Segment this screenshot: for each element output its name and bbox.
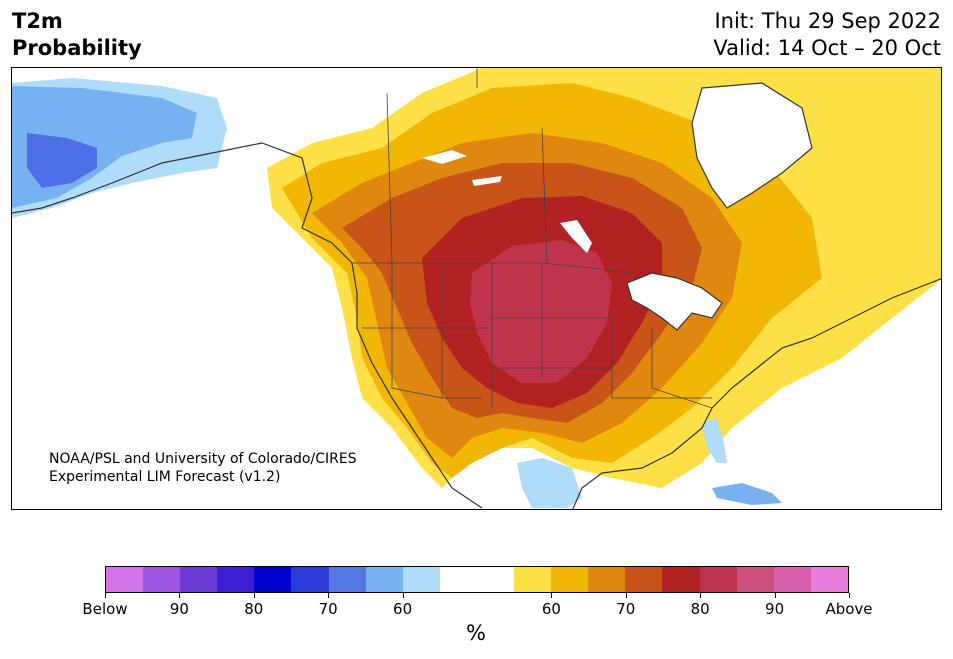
map-canvas xyxy=(12,68,941,509)
colorbar-segment xyxy=(551,567,589,592)
title-line-1: T2m xyxy=(12,9,63,33)
mexico-cool-region xyxy=(517,458,582,508)
colorbar-segment xyxy=(402,567,440,592)
credit-line-1: NOAA/PSL and University of Colorado/CIRE… xyxy=(49,451,357,467)
colorbar-tick-mark xyxy=(774,593,776,598)
colorbar-tick-mark xyxy=(402,593,404,598)
colorbar xyxy=(105,566,849,593)
colorbar-unit-label: % xyxy=(466,621,486,645)
colorbar-tick-mark xyxy=(700,593,702,598)
forecast-dates: Init: Thu 29 Sep 2022 Valid: 14 Oct – 20… xyxy=(713,8,941,62)
colorbar-tick-mark xyxy=(849,593,850,598)
colorbar-tick-label: 90 xyxy=(765,600,785,618)
colorbar-segment xyxy=(736,567,774,592)
colorbar-segment xyxy=(476,567,515,592)
credit-text: NOAA/PSL and University of Colorado/CIRE… xyxy=(49,450,357,486)
florida-cool-region xyxy=(702,418,727,463)
colorbar-tick-mark xyxy=(253,593,255,598)
colorbar-tick-mark xyxy=(105,593,106,598)
colorbar-tick-mark xyxy=(179,593,181,598)
colorbar-segment xyxy=(106,567,144,592)
colorbar-tick-label: 80 xyxy=(690,600,710,618)
colorbar-segment xyxy=(291,567,329,592)
colorbar-tick-label: 60 xyxy=(541,600,561,618)
colorbar-segment xyxy=(662,567,700,592)
colorbar-segment xyxy=(365,567,403,592)
colorbar-segment xyxy=(514,567,552,592)
colorbar-tick-label: 70 xyxy=(318,600,338,618)
colorbar-segment xyxy=(588,567,626,592)
valid-date: Valid: 14 Oct – 20 Oct xyxy=(713,36,941,60)
colorbar-tick-mark xyxy=(625,593,627,598)
colorbar-tick-label: Above xyxy=(825,600,873,618)
colorbar-segment xyxy=(773,567,811,592)
colorbar-tick-label: 70 xyxy=(616,600,636,618)
init-date: Init: Thu 29 Sep 2022 xyxy=(714,9,941,33)
title-line-2: Probability xyxy=(12,36,142,60)
great-lakes xyxy=(627,273,722,330)
credit-line-2: Experimental LIM Forecast (v1.2) xyxy=(49,469,281,485)
colorbar-segment xyxy=(180,567,218,592)
hudson-bay xyxy=(692,83,812,208)
colorbar-segment xyxy=(254,567,292,592)
colorbar-tick-mark xyxy=(551,593,553,598)
colorbar-segment xyxy=(810,567,848,592)
cuba-cool-region xyxy=(712,483,782,505)
colorbar-tick-label: Below xyxy=(82,600,128,618)
colorbar-tick-label: 90 xyxy=(169,600,189,618)
colorbar-segment xyxy=(699,567,737,592)
chart-title: T2m Probability xyxy=(12,8,142,62)
colorbar-segment xyxy=(625,567,663,592)
warm-85-region xyxy=(470,240,612,383)
colorbar-segment xyxy=(217,567,255,592)
colorbar-segment xyxy=(439,567,477,592)
colorbar-tick-mark xyxy=(328,593,330,598)
probability-map xyxy=(11,67,942,510)
alaska-cold-core xyxy=(27,133,97,188)
colorbar-tick-label: 60 xyxy=(393,600,413,618)
colorbar-tick-label: 80 xyxy=(244,600,264,618)
colorbar-segment xyxy=(328,567,366,592)
colorbar-segment xyxy=(143,567,181,592)
